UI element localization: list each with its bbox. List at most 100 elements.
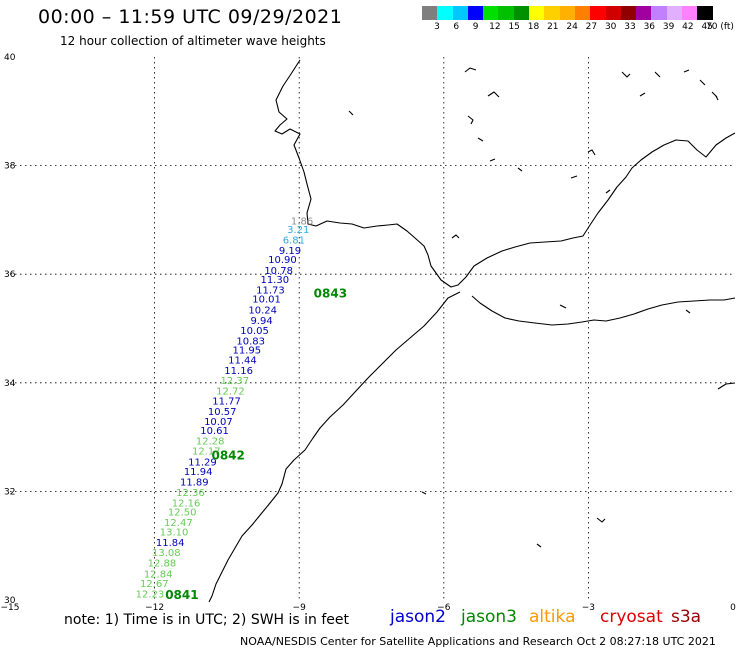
wave-height-label: 11.94 xyxy=(184,467,213,478)
wave-height-label: 11.95 xyxy=(233,346,262,357)
x-tick-label: −12 xyxy=(145,603,164,613)
y-tick-label: 40 xyxy=(4,53,16,63)
wave-height-label: 3.21 xyxy=(287,225,309,236)
wave-height-label: 12.67 xyxy=(140,579,169,590)
coastline xyxy=(208,59,736,603)
scale-swatch xyxy=(529,6,545,20)
scale-tick-label: 33 xyxy=(624,22,636,32)
scale-tick-label: 42 xyxy=(682,22,694,32)
scale-swatch xyxy=(559,6,575,20)
legend-jason2: jason2 xyxy=(390,607,446,627)
portugal-coast xyxy=(274,59,467,288)
x-tick-label: 0 xyxy=(730,603,736,613)
scale-tick-label: 30 xyxy=(604,22,617,32)
pass-time-label: 0843 xyxy=(314,287,347,301)
scale-swatch xyxy=(651,6,667,20)
axis-labels: −15 −12 −9 −6 −3 0 30 32 34 36 38 40 xyxy=(1,53,737,613)
wave-height-label: 12.16 xyxy=(172,498,201,509)
scale-tick-label: 18 xyxy=(527,22,540,32)
scale-swatch xyxy=(697,6,713,20)
wave-height-label: 10.90 xyxy=(268,255,297,266)
wave-height-label: 12.23 xyxy=(136,589,165,600)
scale-tick-label: 45 xyxy=(701,22,713,32)
wave-height-label: 10.61 xyxy=(200,426,229,437)
x-tick-label: −3 xyxy=(582,603,595,613)
spain-mediterranean-coast xyxy=(465,132,736,278)
morocco-coast xyxy=(208,291,461,603)
wave-height-label: 12.28 xyxy=(196,436,225,447)
y-tick-label: 38 xyxy=(4,162,16,172)
wave-height-label: 12.36 xyxy=(176,488,205,499)
wave-height-label: 12.47 xyxy=(164,518,193,529)
wave-height-label: 12.17 xyxy=(192,447,221,458)
scale-swatch xyxy=(682,6,698,20)
wave-height-label: 11.89 xyxy=(180,478,209,489)
wave-height-label: 1.86 xyxy=(291,216,313,227)
x-tick-label: −9 xyxy=(293,603,307,613)
pass-time-label: 0841 xyxy=(165,588,198,602)
scale-swatch xyxy=(636,6,652,20)
wave-height-label: 9.19 xyxy=(279,246,301,257)
wave-height-label: 12.50 xyxy=(168,507,197,518)
balearic-island xyxy=(717,382,736,390)
graticule xyxy=(10,57,733,600)
wave-height-label: 12.72 xyxy=(216,386,245,397)
y-tick-label: 36 xyxy=(4,270,16,280)
wave-height-label: 13.10 xyxy=(160,528,189,539)
wave-height-label: 6.81 xyxy=(283,235,305,246)
scale-tick-label: 36 xyxy=(643,22,656,32)
wave-height-label: 11.16 xyxy=(224,366,253,377)
legend-jason3: jason3 xyxy=(461,607,517,627)
scale-swatch xyxy=(467,6,484,20)
wave-height-label: 10.24 xyxy=(248,305,277,316)
wave-height-label: 11.73 xyxy=(256,285,285,296)
scale-tick-label: 9 xyxy=(472,22,479,32)
wave-height-label: 10.57 xyxy=(208,407,237,418)
satellite-track: 1.863.216.819.1910.9010.7811.3011.7310.0… xyxy=(136,216,314,600)
scale-tick-label: 39 xyxy=(662,22,675,32)
scale-tick-label: 27 xyxy=(585,22,598,32)
algeria-coast xyxy=(471,295,736,326)
wave-height-label: 10.05 xyxy=(240,326,269,337)
scale-swatch xyxy=(605,6,621,20)
scale-tick-label: 21 xyxy=(547,22,559,32)
y-tick-label: 34 xyxy=(4,379,16,389)
wave-height-label: 10.01 xyxy=(252,295,281,306)
scale-tick-label: 3 xyxy=(434,22,440,32)
scale-tick-label: 70 (ft) xyxy=(706,22,734,32)
x-tick-label: −6 xyxy=(437,603,451,613)
wave-height-label: 12.88 xyxy=(148,559,177,570)
map-title: 00:00 – 11:59 UTC 09/29/2021 xyxy=(38,6,343,28)
wave-height-label: 13.08 xyxy=(152,548,181,559)
scale-swatch xyxy=(620,6,637,20)
wave-height-label: 11.77 xyxy=(212,397,241,408)
wave-height-color-scale xyxy=(422,6,713,20)
pass-time-label: 0842 xyxy=(211,448,244,462)
map-subtitle: 12 hour collection of altimeter wave hei… xyxy=(60,34,326,48)
scale-swatch xyxy=(437,6,453,20)
scale-swatch xyxy=(513,6,530,20)
scale-swatch xyxy=(498,6,514,20)
wave-height-label: 12.84 xyxy=(144,569,173,580)
x-tick-label: −15 xyxy=(1,603,20,613)
wave-height-label: 10.78 xyxy=(264,266,293,277)
scale-swatch xyxy=(483,6,499,20)
legend-cryosat: cryosat xyxy=(600,607,663,627)
credit-line: NOAA/NESDIS Center for Satellite Applica… xyxy=(240,635,716,648)
wave-height-label: 11.84 xyxy=(156,538,185,549)
wave-height-label: 11.30 xyxy=(260,275,289,286)
wave-height-label: 10.07 xyxy=(204,417,233,428)
legend-s3a: s3a xyxy=(671,607,702,627)
y-tick-label: 30 xyxy=(4,596,16,606)
scale-swatch xyxy=(666,6,683,20)
color-scale-labels: 3 6 9 12 15 18 21 24 27 30 33 36 39 42 45 70 (ft) xyxy=(422,22,738,34)
wave-height-label: 12.37 xyxy=(220,376,249,387)
y-tick-label: 32 xyxy=(4,487,15,497)
wave-height-label: 11.29 xyxy=(188,458,217,469)
scale-swatch xyxy=(574,6,591,20)
scale-swatch xyxy=(422,6,438,20)
wave-height-label: 11.44 xyxy=(228,355,257,366)
pass-times: 0843 0842 0841 xyxy=(165,287,347,602)
wave-height-label: 9.94 xyxy=(250,316,272,327)
